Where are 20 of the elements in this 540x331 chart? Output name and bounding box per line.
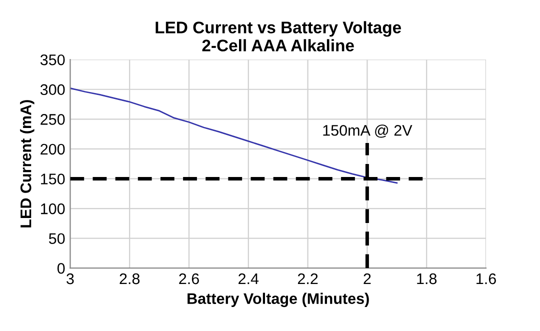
x-tick-label: 2.4: [238, 273, 259, 284]
ref-line-label: 150mA @ 2V: [323, 124, 412, 138]
y-tick-label: 250: [40, 114, 65, 125]
x-tick-label: 2.6: [179, 273, 199, 284]
y-axis-title: LED Current (mA): [20, 100, 34, 228]
y-tick-label: 100: [41, 203, 65, 214]
x-tick-label: 1.6: [476, 273, 496, 284]
x-tick-label: 3: [66, 273, 74, 284]
x-tick-label: 1.8: [417, 273, 437, 284]
y-tick-label: 0: [57, 262, 65, 274]
y-tick-label: 300: [40, 84, 65, 96]
x-tick-label: 2.8: [120, 273, 140, 284]
y-tick-label: 50: [48, 233, 65, 244]
chart-title: LED Current vs Battery Voltage 2-Cell AAA Alkaline: [156, 21, 402, 52]
y-tick-label: 350: [40, 54, 65, 66]
x-axis-title: Battery Voltage (Minutes): [188, 292, 369, 308]
y-tick-label: 200: [40, 144, 65, 155]
x-tick-label: 2.2: [298, 273, 318, 284]
y-tick-label: 150: [41, 174, 65, 184]
x-tick-label: 2: [364, 273, 371, 284]
